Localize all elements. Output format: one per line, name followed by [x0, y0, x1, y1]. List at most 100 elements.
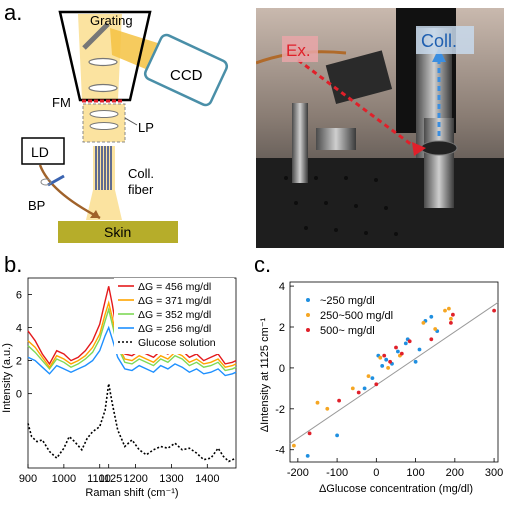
y-tick-label: 0	[279, 363, 285, 375]
scatter-point	[362, 386, 367, 391]
chart-b-xlabel: Raman shift (cm⁻¹)	[85, 487, 178, 499]
coll-beam-arrow	[432, 48, 446, 62]
scatter-point	[305, 454, 310, 458]
spectrum-line	[27, 286, 237, 366]
legend-swatch	[306, 313, 310, 317]
laser-mount	[325, 50, 393, 105]
scatter-point	[403, 341, 408, 346]
spectrum-line	[27, 306, 237, 372]
scatter-point	[396, 349, 400, 354]
y-tick-label: -4	[275, 445, 285, 457]
y-tick-label: -2	[275, 404, 285, 416]
scatter-point	[407, 339, 412, 344]
grating-element	[82, 22, 110, 50]
scatter-point	[388, 359, 392, 364]
scatter-point	[380, 364, 385, 368]
grating-label: Grating	[90, 13, 133, 28]
table-holes	[284, 176, 398, 236]
x-tick-label: 1000	[52, 473, 76, 485]
scatter-point	[356, 390, 361, 395]
scatter-point	[337, 398, 341, 403]
y-tick-label: 2	[279, 322, 285, 334]
scatter-point	[433, 327, 438, 331]
scatter-point	[382, 353, 387, 358]
y-tick-label: 0	[16, 389, 22, 401]
x-tick-label: -200	[287, 467, 309, 479]
coll-label: Coll.	[421, 31, 457, 51]
ccd-detector	[143, 33, 229, 107]
scatter-point	[386, 366, 390, 370]
legend-swatch	[306, 328, 310, 332]
scatter-point	[378, 355, 383, 360]
ex-label-bg	[282, 36, 318, 62]
y-tick-label: 6	[16, 290, 22, 302]
legend-label: Glucose solution	[138, 337, 216, 349]
chart-b-legend: ΔG = 456 mg/dl ΔG = 371 mg/dl ΔG = 352 mg/…	[114, 278, 234, 354]
x-tick-label: 1300	[159, 473, 183, 485]
scatter-point	[443, 308, 447, 313]
x-tick-label: 200	[446, 467, 464, 479]
tube-end	[420, 140, 458, 156]
ld-beam-path	[38, 164, 101, 220]
legend-label: ΔG = 352 mg/dl	[138, 309, 211, 321]
post-arm	[316, 128, 356, 150]
legend-box	[114, 278, 234, 354]
scatter-point	[447, 306, 451, 311]
x-tick-label: 1200	[123, 473, 147, 485]
legend-label: 500~ mg/dl	[320, 325, 375, 337]
setup-photo-drawing: Ex. Coll.	[256, 8, 504, 248]
setup-photo: Ex. Coll.	[256, 8, 504, 248]
panel-label-c: c.	[254, 252, 272, 277]
x-tick-label: 0	[373, 467, 379, 479]
spectrometer-schematic: Grating CCD FM LP Coll. fiber LD BP Skin	[21, 10, 229, 243]
lp-pointer	[124, 117, 138, 126]
spectrum-line	[27, 300, 237, 369]
ex-label: Ex.	[286, 41, 311, 60]
scatter-point	[370, 376, 375, 380]
chart-c-legend: ~250 mg/dl 250~500 mg/dl 500~ mg/dl	[306, 295, 393, 337]
skin-label: Skin	[104, 224, 131, 240]
lp-label: LP	[138, 120, 154, 135]
chart-b-ylabel: Intensity (a.u.)	[1, 343, 13, 413]
scatter-point	[307, 431, 312, 436]
fit-line	[289, 302, 499, 445]
x-tick-label: -100	[326, 467, 348, 479]
scatter-point	[374, 382, 379, 387]
scatter-point	[417, 347, 422, 352]
ld-arrow-head	[90, 210, 100, 218]
bp-label: BP	[28, 198, 45, 213]
scatter-point	[449, 316, 453, 321]
scatter-point	[413, 359, 418, 364]
spectrum-line	[27, 325, 237, 377]
lp-lens-2	[89, 122, 119, 130]
skin-block	[58, 221, 178, 243]
scatter-point	[451, 312, 455, 317]
panel-label-b: b.	[4, 252, 23, 277]
coll-label-bg	[416, 26, 474, 54]
fm-label: FM	[52, 95, 71, 110]
glucose-scatter-chart: -4 -2 0 2 4 -200 -100 0 100 200 300 ΔIntensity at…	[259, 281, 503, 495]
x-tick-label: 100	[406, 467, 424, 479]
legend-label: ΔG = 256 mg/dl	[138, 323, 211, 335]
scatter-point	[449, 321, 453, 325]
scatter-point	[292, 443, 296, 448]
lens-2	[88, 83, 118, 93]
scatter-point	[394, 345, 398, 350]
ex-beam-arrow	[412, 142, 426, 156]
y-tick-label: 4	[279, 281, 285, 293]
chart-c-frame	[289, 281, 499, 463]
spectrum-line	[27, 383, 237, 463]
legend-label: ΔG = 456 mg/dl	[138, 281, 211, 293]
chart-c-xlabel: ΔGlucose concentration (mg/dl)	[319, 483, 473, 495]
ld-box	[21, 137, 65, 165]
scatter-point	[350, 386, 355, 391]
collection-fiber-bundle	[95, 146, 112, 190]
y-tick-label: 2	[16, 356, 22, 368]
lens-1	[88, 57, 118, 67]
spectrometer-housing	[58, 10, 152, 102]
bp-lens	[40, 178, 52, 186]
scatter-point	[429, 314, 434, 319]
y-tick-label: 4	[16, 323, 22, 335]
scatter-point	[366, 374, 371, 378]
